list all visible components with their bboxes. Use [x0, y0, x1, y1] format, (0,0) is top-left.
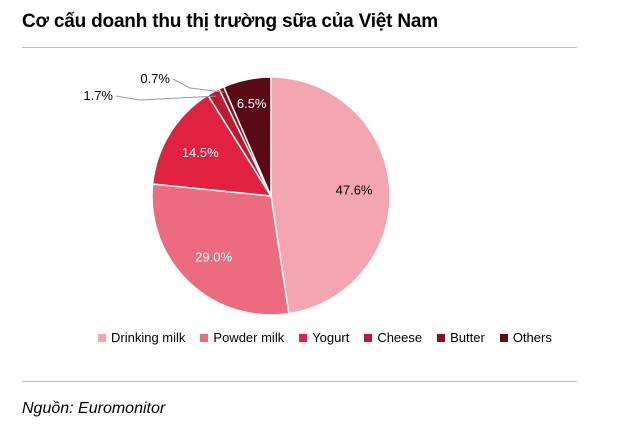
- legend-swatch-others: [499, 333, 508, 342]
- pie-slice-drinking-milk: [270, 76, 391, 315]
- pie-slice-others: [222, 76, 272, 197]
- legend-item-drinking-milk: Drinking milk: [98, 330, 185, 345]
- pie-slice-powder-milk: [151, 183, 290, 316]
- leader-line-cheese: [115, 95, 216, 101]
- legend-label-cheese: Cheese: [377, 330, 423, 345]
- data-label-others: 6.5%: [237, 96, 267, 111]
- legend-swatch-butter: [437, 333, 446, 342]
- pie-slices: [151, 76, 391, 316]
- data-label-drinking-milk: 47.6%: [336, 183, 373, 198]
- leader-lines: [115, 78, 224, 101]
- legend-item-others: Others: [499, 330, 552, 345]
- chart-title: Cơ cấu doanh thu thị trường sữa của Việt…: [22, 11, 438, 32]
- legend-swatch-drinking-milk: [98, 333, 106, 342]
- legend-swatch-powder-milk: [200, 333, 209, 342]
- legend-item-butter: Butter: [437, 330, 485, 345]
- legend-label-yogurt: Yogurt: [312, 330, 350, 345]
- data-label-cheese: 1.7%: [83, 88, 113, 103]
- bottom-divider: [22, 381, 577, 382]
- data-label-yogurt: 14.5%: [182, 145, 219, 160]
- legend-label-butter: Butter: [450, 330, 485, 345]
- data-label-butter: 0.7%: [140, 71, 170, 86]
- data-label-powder-milk: 29.0%: [195, 249, 232, 264]
- leader-line-butter: [172, 78, 224, 93]
- legend-label-powder-milk: Powder milk: [213, 330, 285, 345]
- legend-item-powder-milk: Powder milk: [200, 330, 284, 345]
- pie-chart: 47.6% 29.0% 14.5% 1.7% 0.7% 6.5%: [83, 71, 391, 316]
- legend-swatch-yogurt: [299, 333, 308, 342]
- pie-slice-yogurt: [151, 94, 273, 197]
- legend-label-others: Others: [512, 330, 552, 345]
- top-divider: [22, 47, 577, 48]
- source-note: Nguồn: Euromonitor: [22, 400, 166, 417]
- legend-label-drinking-milk: Drinking milk: [111, 330, 186, 345]
- data-labels: 47.6% 29.0% 14.5% 1.7% 0.7% 6.5%: [83, 71, 373, 264]
- legend-item-yogurt: Yogurt: [299, 330, 349, 345]
- legend-item-cheese: Cheese: [364, 330, 422, 345]
- chart-legend: Drinking milk Powder milk Yogurt Cheese Butt…: [98, 330, 552, 345]
- legend-swatch-cheese: [364, 333, 373, 342]
